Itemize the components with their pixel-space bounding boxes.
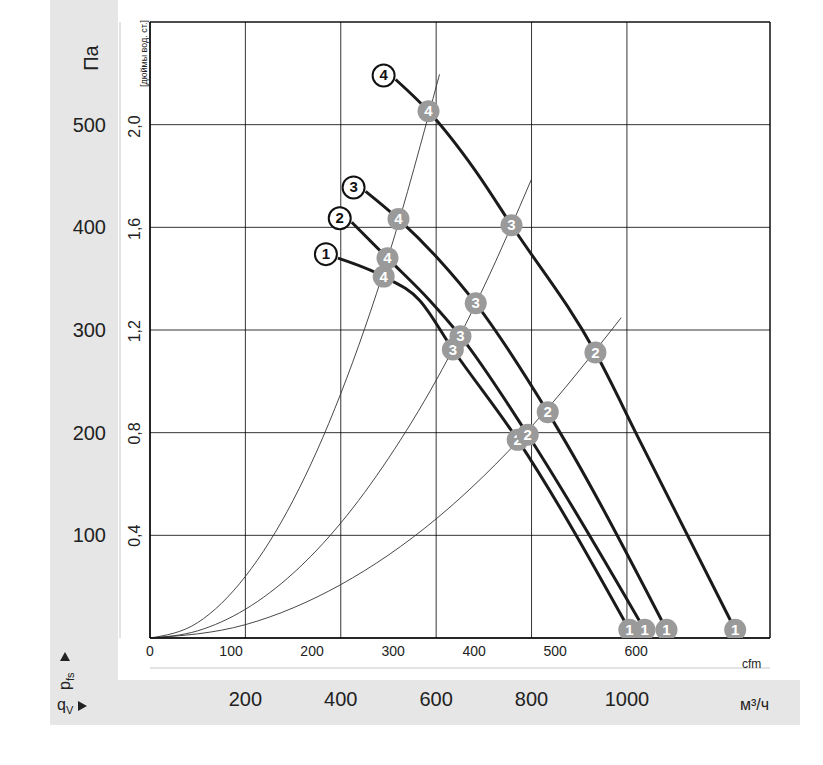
svg-text:4: 4 [379,66,388,83]
svg-text:100: 100 [73,524,106,546]
svg-text:100: 100 [219,643,243,659]
svg-text:800: 800 [515,688,548,710]
svg-text:[дюймы вод. ст.]: [дюймы вод. ст.] [139,20,149,87]
svg-text:1: 1 [731,621,739,638]
svg-text:600: 600 [419,688,452,710]
svg-text:300: 300 [73,319,106,341]
svg-text:3: 3 [507,216,515,233]
svg-text:600: 600 [624,643,648,659]
svg-text:0,4: 0,4 [126,524,143,546]
svg-text:1: 1 [662,621,670,638]
svg-text:1,2: 1,2 [126,320,143,342]
svg-text:2: 2 [591,344,599,361]
svg-text:2,0: 2,0 [126,115,143,137]
svg-text:3: 3 [456,327,464,344]
svg-text:400: 400 [324,688,357,710]
svg-text:3: 3 [472,294,480,311]
svg-text:4: 4 [383,249,392,266]
svg-text:3: 3 [448,340,457,358]
svg-text:1: 1 [640,621,648,638]
svg-text:500: 500 [543,643,567,659]
svg-text:cfm: cfm [742,657,761,671]
svg-text:500: 500 [73,114,106,136]
svg-text:200: 200 [229,688,262,710]
svg-text:qV: qV [57,696,74,716]
svg-text:0,8: 0,8 [126,422,143,444]
svg-text:м³/ч: м³/ч [740,696,769,713]
svg-text:200: 200 [73,422,106,444]
svg-text:400: 400 [73,216,106,238]
svg-text:400: 400 [462,643,486,659]
svg-text:2: 2 [513,430,522,448]
svg-text:2: 2 [336,209,344,226]
svg-text:200: 200 [300,643,324,659]
svg-text:0: 0 [146,643,154,659]
svg-text:2: 2 [544,403,552,420]
svg-text:1: 1 [322,245,330,262]
svg-text:4: 4 [380,268,389,285]
svg-text:1000: 1000 [605,688,650,710]
svg-text:pfs: pfs [56,672,76,690]
svg-text:1: 1 [625,621,633,638]
svg-text:4: 4 [424,102,433,119]
svg-text:2: 2 [524,426,532,443]
svg-text:1,6: 1,6 [126,218,143,240]
svg-text:4: 4 [394,210,403,227]
svg-text:Па: Па [80,44,102,70]
svg-text:3: 3 [349,178,357,195]
svg-text:300: 300 [381,643,405,659]
